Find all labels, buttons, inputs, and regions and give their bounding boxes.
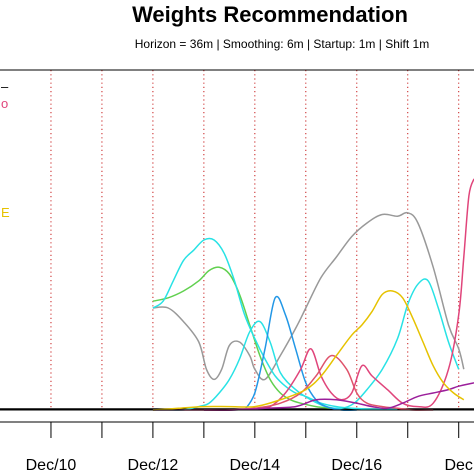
series-line-9 — [152, 290, 465, 411]
series-line-6 — [152, 178, 474, 411]
series-layer — [0, 178, 474, 412]
chart-title: Weights Recommendation — [132, 2, 408, 27]
legend-fragment-2: E — [1, 205, 10, 220]
series-line-8 — [203, 382, 474, 411]
series-line-1 — [152, 211, 465, 381]
x-tick-label-0: Dec/10 — [26, 457, 77, 474]
x-tick-label-3: Dec/16 — [331, 457, 382, 474]
series-line-2 — [152, 266, 332, 410]
plot-frame — [0, 69, 474, 411]
series-line-3 — [152, 278, 460, 412]
chart-subtitle: Horizon = 36m | Smoothing: 6m | Startup:… — [135, 37, 429, 51]
legend-fragment-1: o — [1, 96, 8, 111]
annual-separators — [50, 70, 460, 410]
x-tick-label-4: Dec — [444, 457, 472, 474]
x-axis-tick-labels: Dec/10 Dec/12 Dec/14 Dec/16 Dec — [26, 457, 473, 474]
series-line-7 — [203, 354, 434, 411]
legend-fragments: – o E — [1, 79, 10, 220]
x-axis-ticks — [50, 422, 460, 438]
x-tick-label-2: Dec/14 — [229, 457, 280, 474]
legend-fragment-0: – — [1, 79, 9, 94]
x-tick-label-1: Dec/12 — [128, 457, 179, 474]
series-line-4 — [152, 237, 398, 411]
series-line-5 — [243, 295, 357, 412]
